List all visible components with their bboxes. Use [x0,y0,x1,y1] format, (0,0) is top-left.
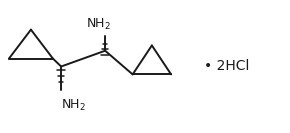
Text: NH$_2$: NH$_2$ [61,97,86,113]
Text: NH$_2$: NH$_2$ [86,16,111,32]
Text: • 2HCl: • 2HCl [204,59,249,74]
